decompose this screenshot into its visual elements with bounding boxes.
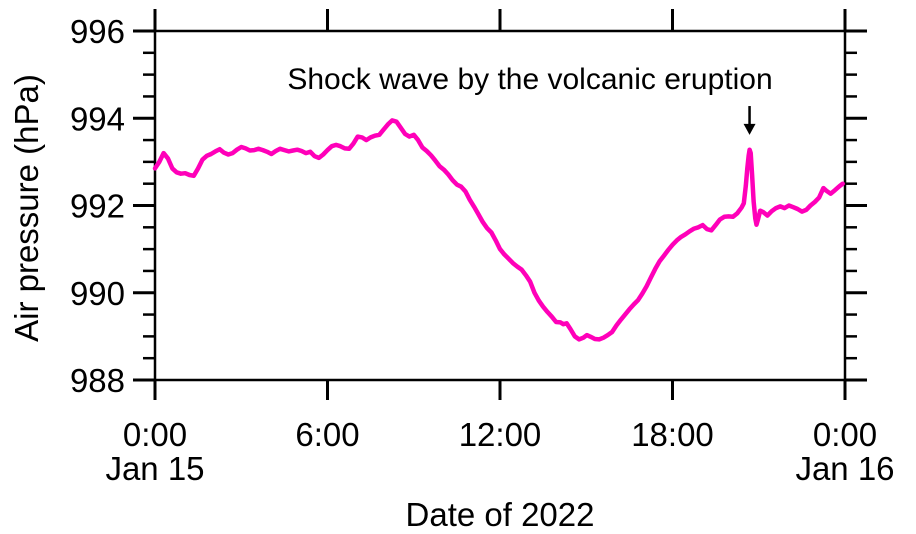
x-tick-label: 0:00 — [123, 416, 187, 453]
plot-frame — [153, 29, 847, 382]
x-axis-title: Date of 2022 — [405, 496, 595, 533]
shockwave-annotation: Shock wave by the volcanic eruption — [287, 63, 773, 96]
y-tick-label: 990 — [70, 275, 125, 312]
x-tick-date-label: Jan 15 — [105, 450, 204, 487]
x-tick-label: 0:00 — [813, 416, 877, 453]
y-tick-label: 996 — [70, 13, 125, 50]
annotation-arrow-head-icon — [743, 123, 756, 135]
y-tick-label: 992 — [70, 188, 125, 225]
y-axis-title: Air pressure (hPa) — [8, 74, 45, 342]
x-tick-label: 18:00 — [631, 416, 714, 453]
y-tick-label: 988 — [70, 362, 125, 399]
x-tick-label: 6:00 — [295, 416, 359, 453]
x-tick-date-label: Jan 16 — [795, 450, 894, 487]
y-tick-label: 994 — [70, 100, 125, 137]
x-tick-label: 12:00 — [459, 416, 542, 453]
air-pressure-line — [152, 118, 845, 342]
